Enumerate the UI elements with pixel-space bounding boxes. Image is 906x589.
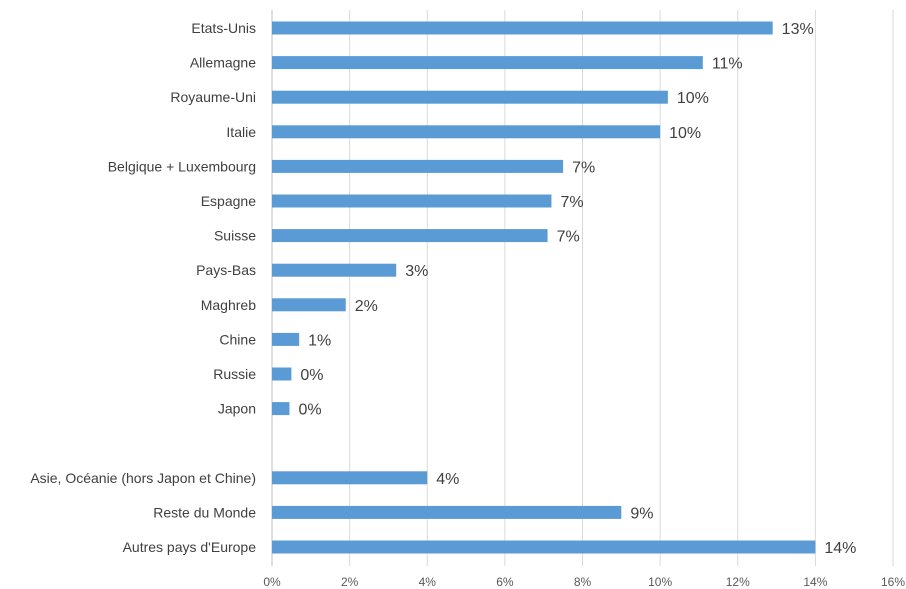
bar <box>272 21 773 35</box>
data-label: 0% <box>298 402 321 419</box>
x-tick-label: 12% <box>726 575 750 589</box>
data-label: 10% <box>677 90 709 107</box>
bar <box>272 332 300 346</box>
x-tick-label: 16% <box>881 575 905 589</box>
category-label: Chine <box>219 331 256 347</box>
category-labels: Etats-Unis Allemagne Royaume-Uni Italie Belg… <box>30 20 256 555</box>
data-label: 14% <box>824 540 856 557</box>
category-label: Maghreb <box>201 297 256 313</box>
category-label: Royaume-Uni <box>170 89 256 105</box>
data-label: 11% <box>712 56 743 73</box>
bar <box>272 367 292 381</box>
bar <box>272 125 661 139</box>
x-tick-label: 0% <box>263 575 281 589</box>
category-label: Italie <box>226 124 256 140</box>
bar <box>272 229 548 243</box>
bars <box>272 21 816 554</box>
category-label: Asie, Océanie (hors Japon et Chine) <box>30 470 256 486</box>
x-tick-label: 6% <box>496 575 514 589</box>
data-label: 7% <box>557 229 580 246</box>
bar <box>272 505 622 519</box>
data-label: 7% <box>560 194 583 211</box>
category-label: Pays-Bas <box>196 262 256 278</box>
data-labels: 13%11%10%10%7%7%7%3%2%1%0%0%4%9%14% <box>298 21 856 557</box>
data-label: 4% <box>436 471 459 488</box>
category-label: Allemagne <box>190 55 256 71</box>
data-label: 7% <box>572 159 595 176</box>
data-label: 10% <box>669 125 701 142</box>
bar <box>272 402 290 416</box>
x-tick-label: 10% <box>648 575 672 589</box>
x-tick-label: 2% <box>341 575 359 589</box>
bar <box>272 194 552 208</box>
x-tick-label: 4% <box>419 575 437 589</box>
bar <box>272 263 397 277</box>
data-label: 0% <box>300 367 323 384</box>
category-label: Suisse <box>214 228 256 244</box>
data-label: 3% <box>405 263 428 280</box>
bar <box>272 90 668 104</box>
x-tick-label: 8% <box>574 575 592 589</box>
bar <box>272 471 428 485</box>
bar <box>272 159 564 173</box>
category-label: Espagne <box>201 193 256 209</box>
data-label: 2% <box>355 298 378 315</box>
x-tick-labels: 0% 2% 4% 6% 8% 10% 12% 14% 16% <box>263 575 905 589</box>
bar <box>272 298 346 312</box>
bar <box>272 540 816 554</box>
category-label: Belgique + Luxembourg <box>108 158 256 174</box>
category-label: Reste du Monde <box>153 504 256 520</box>
category-label: Autres pays d'Europe <box>123 539 257 555</box>
category-label: Japon <box>218 401 256 417</box>
bar <box>272 56 703 70</box>
data-label: 1% <box>308 332 331 349</box>
category-label: Etats-Unis <box>191 20 256 36</box>
data-label: 9% <box>630 505 653 522</box>
category-label: Russie <box>213 366 256 382</box>
x-tick-label: 14% <box>803 575 827 589</box>
data-label: 13% <box>782 21 814 38</box>
